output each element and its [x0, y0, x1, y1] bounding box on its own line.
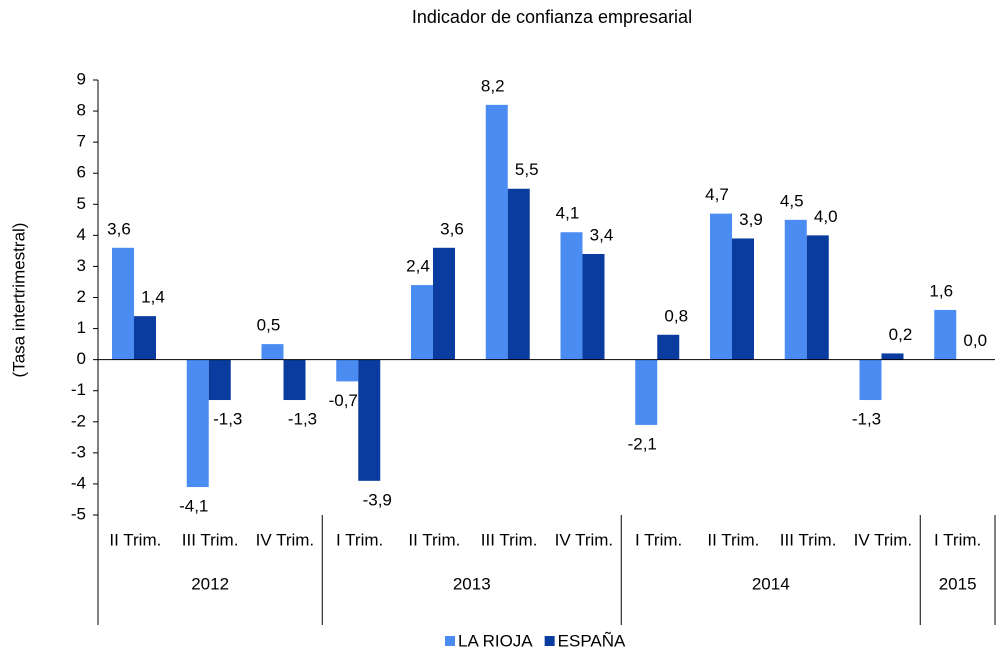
bar	[485, 104, 508, 360]
bar	[806, 235, 829, 360]
bar	[507, 188, 530, 360]
bar	[635, 359, 658, 425]
x-tick-label: II Trim.	[408, 530, 460, 549]
y-tick-label: -2	[71, 411, 86, 430]
x-tick-label: II Trim.	[109, 530, 161, 549]
value-label: -3,9	[363, 490, 392, 509]
value-label: -1,3	[288, 410, 317, 429]
y-tick-label: 5	[77, 194, 86, 213]
x-tick-label: IV Trim.	[256, 530, 315, 549]
bar	[560, 232, 583, 360]
group-label: 2012	[191, 574, 229, 593]
y-tick-label: 0	[77, 349, 86, 368]
bar	[208, 359, 231, 401]
bar	[134, 316, 156, 360]
value-label: 0,8	[664, 306, 688, 325]
legend-swatch	[445, 636, 455, 646]
y-tick-label: -1	[71, 380, 86, 399]
value-label: 1,6	[929, 281, 953, 300]
value-label: 3,6	[107, 219, 131, 238]
value-label: 0,0	[963, 331, 987, 350]
x-tick-label: III Trim.	[182, 530, 239, 549]
x-tick-label: III Trim.	[481, 530, 538, 549]
bar	[433, 247, 455, 360]
y-tick-label: 3	[77, 256, 86, 275]
y-axis-label: (Tasa intertrimestral)	[9, 223, 28, 378]
value-label: 8,2	[481, 76, 505, 95]
value-label: 2,4	[406, 257, 430, 276]
bar	[186, 359, 209, 488]
bar	[934, 309, 957, 360]
value-label: 0,2	[889, 325, 913, 344]
value-label: -1,3	[852, 410, 881, 429]
bar	[358, 359, 381, 481]
bar	[112, 247, 134, 360]
value-label: -1,3	[213, 410, 242, 429]
group-label: 2015	[939, 574, 977, 593]
bar	[283, 359, 306, 401]
value-label: -4,1	[179, 497, 208, 516]
bar	[784, 219, 807, 360]
bar	[881, 353, 904, 360]
legend-label: LA RIOJA	[458, 631, 533, 650]
value-label: -0,7	[329, 391, 358, 410]
value-label: 3,9	[739, 210, 763, 229]
value-label: 1,4	[141, 288, 165, 307]
value-label: 0,5	[257, 316, 281, 335]
group-label: 2013	[453, 574, 491, 593]
x-tick-label: I Trim.	[934, 530, 981, 549]
y-tick-label: 9	[77, 69, 86, 88]
y-tick-label: -4	[71, 473, 86, 492]
bar	[657, 334, 680, 360]
bar	[261, 344, 284, 360]
x-tick-label: I Trim.	[635, 530, 682, 549]
x-tick-label: IV Trim.	[854, 530, 913, 549]
group-label: 2014	[752, 574, 790, 593]
y-tick-label: -3	[71, 442, 86, 461]
y-tick-label: 8	[77, 101, 86, 120]
legend-swatch	[544, 636, 555, 646]
bar	[411, 285, 433, 360]
bar	[859, 359, 882, 401]
x-tick-label: III Trim.	[780, 530, 837, 549]
value-label: 4,1	[556, 204, 580, 223]
value-label: 3,6	[440, 219, 464, 238]
value-label: -2,1	[628, 434, 657, 453]
y-tick-label: 4	[77, 225, 86, 244]
y-tick-label: 7	[77, 132, 86, 151]
value-label: 4,0	[814, 207, 838, 226]
chart-title: Indicador de confianza empresarial	[412, 7, 692, 27]
y-tick-label: 6	[77, 163, 86, 182]
value-label: 5,5	[515, 160, 539, 179]
value-label: 4,5	[780, 191, 804, 210]
legend-label: ESPAÑA	[558, 631, 626, 650]
y-tick-label: -5	[71, 504, 86, 523]
bar	[710, 213, 732, 360]
x-tick-label: IV Trim.	[555, 530, 614, 549]
value-label: 4,7	[705, 185, 729, 204]
x-tick-label: II Trim.	[707, 530, 759, 549]
y-tick-label: 1	[77, 318, 86, 337]
bar	[336, 359, 359, 382]
y-tick-label: 2	[77, 287, 86, 306]
bar	[582, 254, 605, 360]
bar	[732, 238, 754, 360]
x-tick-label: I Trim.	[336, 530, 383, 549]
value-label: 3,4	[590, 225, 614, 244]
